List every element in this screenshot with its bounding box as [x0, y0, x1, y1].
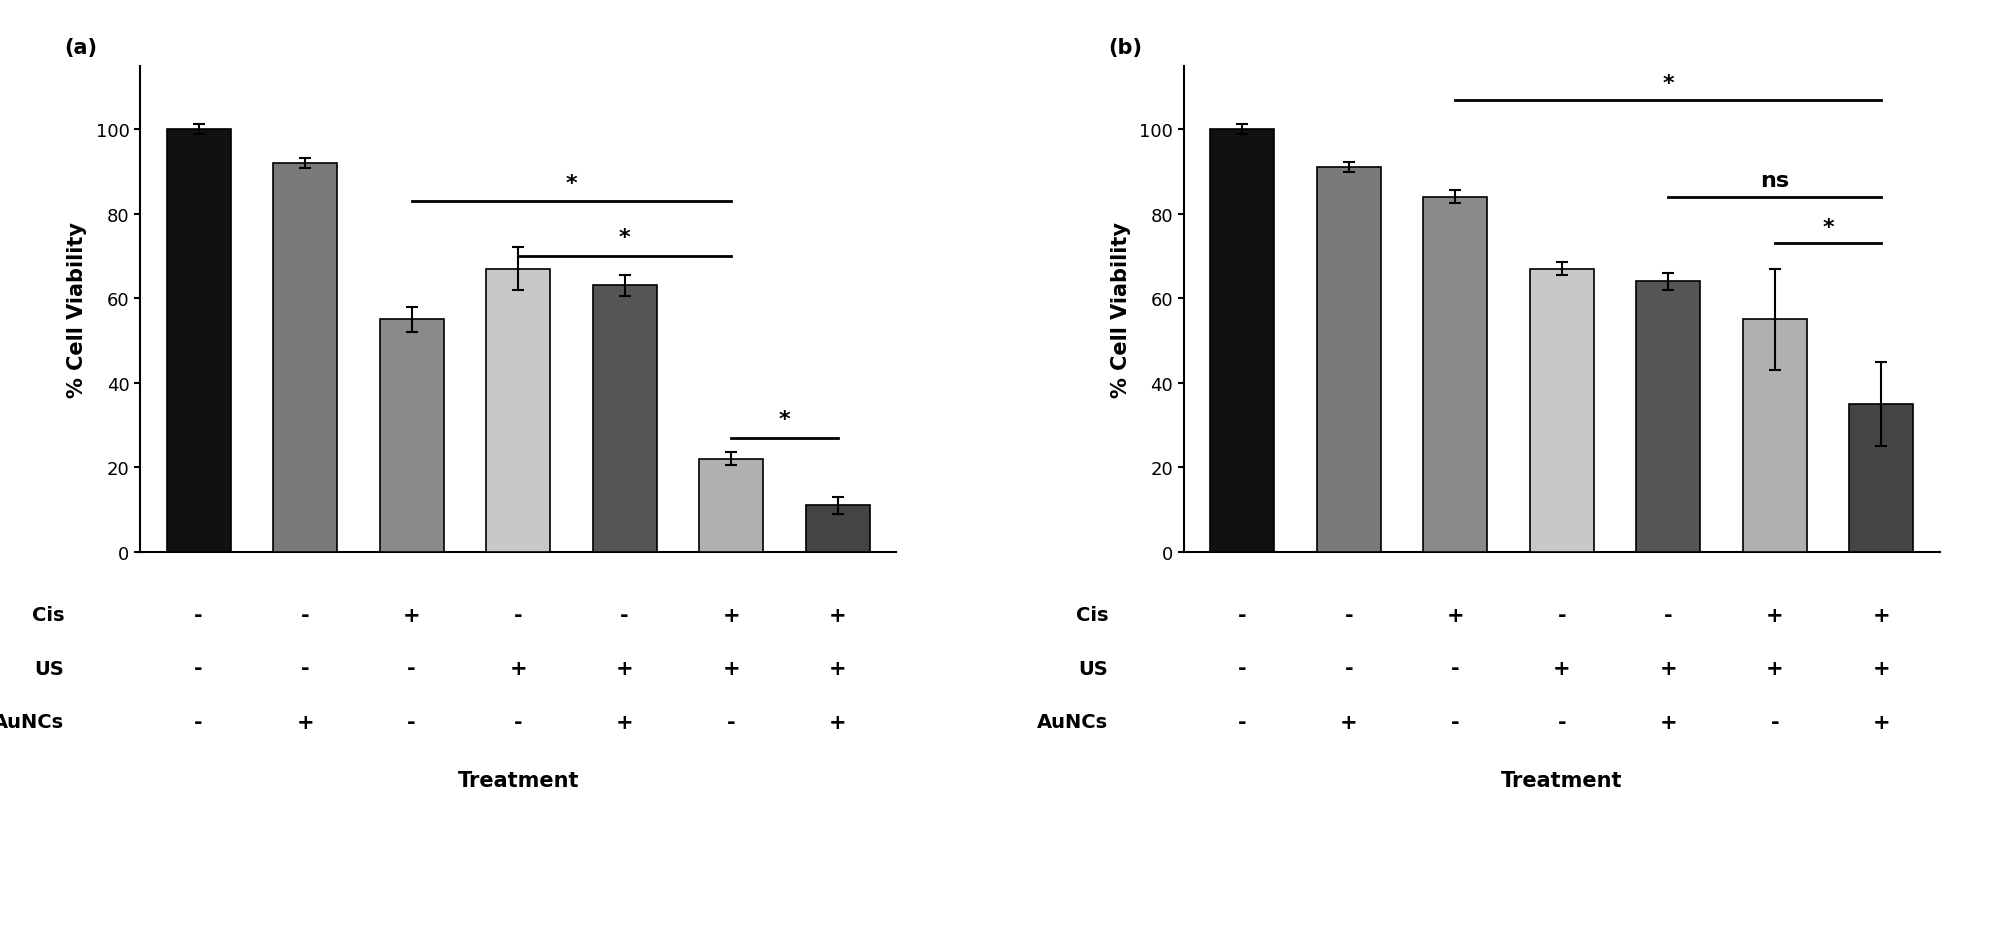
- Text: -: -: [1238, 712, 1246, 732]
- Text: (a): (a): [64, 37, 98, 57]
- Bar: [1210, 130, 1274, 552]
- Bar: [1316, 168, 1380, 552]
- Text: -: -: [1238, 659, 1246, 679]
- Text: -: -: [620, 605, 628, 625]
- Bar: [1850, 405, 1914, 552]
- Y-axis label: % Cell Viability: % Cell Viability: [68, 222, 88, 397]
- Text: *: *: [566, 173, 578, 193]
- Bar: [274, 164, 338, 552]
- Text: AuNCs: AuNCs: [0, 713, 64, 731]
- Text: +: +: [1660, 712, 1678, 732]
- Text: -: -: [194, 712, 202, 732]
- Text: +: +: [616, 659, 634, 679]
- Text: +: +: [1766, 659, 1784, 679]
- Text: -: -: [1558, 605, 1566, 625]
- Bar: [1530, 269, 1594, 552]
- Text: +: +: [828, 712, 846, 732]
- Text: -: -: [408, 659, 416, 679]
- Text: -: -: [1452, 712, 1460, 732]
- Text: -: -: [408, 712, 416, 732]
- Bar: [166, 130, 230, 552]
- Text: +: +: [402, 605, 420, 625]
- Bar: [592, 287, 656, 552]
- Text: -: -: [1664, 605, 1672, 625]
- Text: +: +: [1766, 605, 1784, 625]
- Text: -: -: [194, 659, 202, 679]
- Text: +: +: [722, 659, 740, 679]
- Text: +: +: [828, 659, 846, 679]
- Text: -: -: [1452, 659, 1460, 679]
- Bar: [380, 320, 444, 552]
- Text: +: +: [1660, 659, 1678, 679]
- Text: +: +: [1446, 605, 1464, 625]
- Text: -: -: [1770, 712, 1780, 732]
- Text: +: +: [1872, 659, 1890, 679]
- Text: -: -: [1238, 605, 1246, 625]
- Text: -: -: [1558, 712, 1566, 732]
- Text: *: *: [618, 228, 630, 248]
- Text: US: US: [34, 659, 64, 678]
- Bar: [806, 506, 870, 552]
- Text: AuNCs: AuNCs: [1036, 713, 1108, 731]
- Text: -: -: [1344, 605, 1354, 625]
- Bar: [1742, 320, 1806, 552]
- Text: +: +: [296, 712, 314, 732]
- Text: *: *: [1662, 74, 1674, 94]
- Text: Treatment: Treatment: [1502, 770, 1622, 790]
- Text: -: -: [726, 712, 736, 732]
- Text: *: *: [1822, 218, 1834, 238]
- Bar: [1424, 197, 1488, 552]
- Text: -: -: [514, 712, 522, 732]
- Text: *: *: [778, 409, 790, 429]
- Text: -: -: [514, 605, 522, 625]
- Y-axis label: % Cell Viability: % Cell Viability: [1112, 222, 1132, 397]
- Text: +: +: [1340, 712, 1358, 732]
- Bar: [1636, 282, 1700, 552]
- Text: -: -: [1344, 659, 1354, 679]
- Text: +: +: [616, 712, 634, 732]
- Text: ns: ns: [1760, 171, 1790, 191]
- Text: +: +: [722, 605, 740, 625]
- Text: Cis: Cis: [32, 605, 64, 625]
- Text: +: +: [1872, 712, 1890, 732]
- Text: -: -: [300, 659, 310, 679]
- Text: Treatment: Treatment: [458, 770, 578, 790]
- Text: +: +: [510, 659, 526, 679]
- Text: +: +: [1872, 605, 1890, 625]
- Bar: [700, 459, 764, 552]
- Text: -: -: [194, 605, 202, 625]
- Text: US: US: [1078, 659, 1108, 678]
- Bar: [486, 269, 550, 552]
- Text: +: +: [828, 605, 846, 625]
- Text: +: +: [1554, 659, 1570, 679]
- Text: (b): (b): [1108, 37, 1142, 57]
- Text: Cis: Cis: [1076, 605, 1108, 625]
- Text: -: -: [300, 605, 310, 625]
